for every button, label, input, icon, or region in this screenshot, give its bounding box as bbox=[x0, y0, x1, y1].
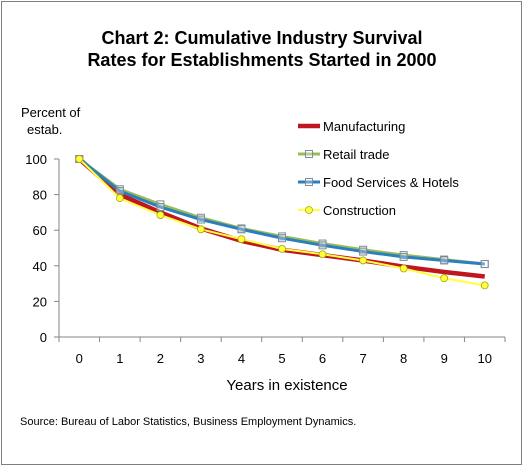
y-tick-label: 20 bbox=[33, 294, 47, 309]
legend-label: Retail trade bbox=[323, 147, 389, 162]
data-point bbox=[237, 225, 246, 234]
data-point bbox=[196, 215, 205, 224]
data-point bbox=[440, 256, 449, 265]
data-point bbox=[359, 256, 367, 265]
data-point bbox=[278, 234, 286, 243]
data-point bbox=[197, 225, 205, 234]
legend-swatch-marker bbox=[305, 150, 313, 158]
x-tick-label: 7 bbox=[359, 351, 366, 366]
legend-label: Construction bbox=[323, 203, 396, 218]
series-food-services-hotels bbox=[75, 155, 489, 269]
x-tick-label: 4 bbox=[238, 351, 245, 366]
x-tick-label: 5 bbox=[278, 351, 285, 366]
chart-title-line-1: Chart 2: Cumulative Industry Survival bbox=[101, 28, 422, 48]
x-tick-label: 1 bbox=[116, 351, 123, 366]
y-tick-label: 80 bbox=[33, 188, 47, 203]
data-point bbox=[75, 155, 84, 163]
data-point bbox=[115, 187, 124, 196]
axes bbox=[54, 158, 506, 342]
legend-label: Food Services & Hotels bbox=[323, 175, 459, 190]
series-construction bbox=[75, 155, 489, 290]
y-tick-label: 40 bbox=[33, 259, 47, 274]
x-tick-label: 3 bbox=[197, 351, 204, 366]
data-point bbox=[359, 247, 368, 256]
legend-swatch-marker bbox=[305, 206, 313, 214]
y-tick-label: 0 bbox=[40, 330, 47, 345]
data-point bbox=[440, 274, 449, 283]
data-point bbox=[278, 244, 286, 253]
x-tick-label: 6 bbox=[319, 351, 326, 366]
series-line bbox=[78, 157, 485, 266]
data-point bbox=[318, 241, 327, 250]
y-axis-label-line-1: Percent of bbox=[21, 105, 81, 120]
y-axis-label-line-2: estab. bbox=[27, 122, 62, 137]
data-point bbox=[156, 211, 165, 219]
data-point bbox=[318, 250, 327, 259]
x-tick-label: 8 bbox=[400, 351, 407, 366]
x-tick-label: 0 bbox=[76, 351, 83, 366]
series-group bbox=[75, 155, 489, 290]
x-axis-label: Years in existence bbox=[226, 377, 347, 394]
chart-title-line-2: Rates for Establishments Started in 2000 bbox=[87, 50, 436, 70]
x-tick-label: 2 bbox=[157, 351, 164, 366]
y-tick-label: 60 bbox=[33, 223, 47, 238]
data-point bbox=[399, 252, 408, 261]
y-tick-label: 100 bbox=[25, 152, 47, 167]
legend-swatch-marker bbox=[305, 178, 313, 186]
data-point bbox=[115, 194, 124, 203]
data-point bbox=[480, 260, 489, 269]
data-point bbox=[237, 235, 246, 244]
source-note: Source: Bureau of Labor Statistics, Busi… bbox=[20, 416, 356, 428]
data-point bbox=[480, 281, 489, 290]
legend: Manufacturing Retail trade Food Services &… bbox=[298, 119, 459, 218]
x-tick-label: 9 bbox=[441, 351, 448, 366]
x-tick-labels: 0 1 2 3 4 5 6 7 8 9 10 bbox=[76, 351, 492, 366]
data-point bbox=[156, 203, 165, 212]
y-tick-labels: 0 20 40 60 80 100 bbox=[25, 152, 47, 345]
legend-label: Manufacturing bbox=[323, 119, 405, 134]
x-tick-label: 10 bbox=[477, 351, 491, 366]
data-point bbox=[399, 264, 408, 273]
